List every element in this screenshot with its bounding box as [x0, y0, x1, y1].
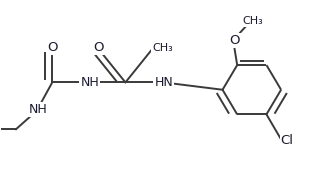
Text: NH: NH [29, 103, 48, 116]
Text: O: O [47, 41, 57, 54]
Text: O: O [229, 34, 240, 47]
Text: O: O [94, 41, 104, 54]
Text: Cl: Cl [281, 134, 294, 147]
Text: CH₃: CH₃ [152, 43, 173, 53]
Text: NH: NH [80, 76, 99, 89]
Text: CH₃: CH₃ [243, 16, 264, 26]
Text: HN: HN [154, 76, 173, 89]
